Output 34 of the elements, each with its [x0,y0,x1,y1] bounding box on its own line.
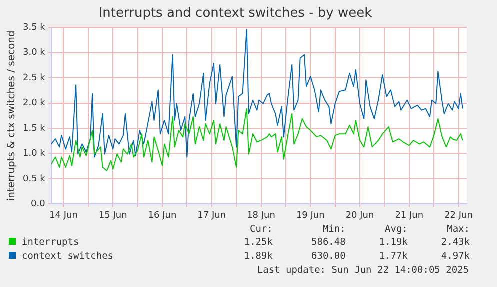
x-tick-label: 18 Jun [247,210,276,221]
y-tick-label: 1.5 k [22,124,46,134]
x-tick-label: 20 Jun [346,210,374,221]
text: 1.19k [378,236,408,250]
y-tick-label: 3.5 k [22,22,46,33]
legend-label: context switches [22,251,114,262]
y-tick-label: 0.5 k [22,174,46,184]
chart-title: Interrupts and context switches - by week [98,6,373,22]
x-tick-label: 21 Jun [395,210,424,221]
text: 2.43k [440,236,470,250]
x-tick-label: 17 Jun [198,210,226,221]
y-tick-label: 0.0 [31,200,46,210]
x-tick-label: 15 Jun [98,210,128,221]
x-tick-label: 22 Jun [444,210,473,221]
text: 586.48 [310,236,346,250]
x-tick-label: 14 Jun [50,210,78,221]
text: Last update: Sun Jun 22 14:00:05 2025 [256,264,470,278]
y-tick-label: 3.0 k [22,48,46,58]
y-tick-label: 2.0 k [22,98,46,109]
x-tick-label: 16 Jun [148,210,177,221]
text: Min: [322,224,346,236]
text: 1.77k [378,250,408,264]
text: 4.97k [440,250,470,264]
text: 630.00 [310,250,346,264]
text: Max: [446,224,470,236]
legend-label: interrupts [22,237,80,248]
text: Cur: [248,224,273,236]
y-tick-label: 2.5 k [22,73,46,84]
x-tick-label: 19 Jun [296,210,325,221]
text: 1.25k [243,236,273,250]
text: 1.89k [243,250,273,264]
text: Avg: [384,224,408,236]
y-tick-label: 1.0 k [22,149,46,160]
y-axis-title: interrupts & ctx switches / second [6,30,18,202]
